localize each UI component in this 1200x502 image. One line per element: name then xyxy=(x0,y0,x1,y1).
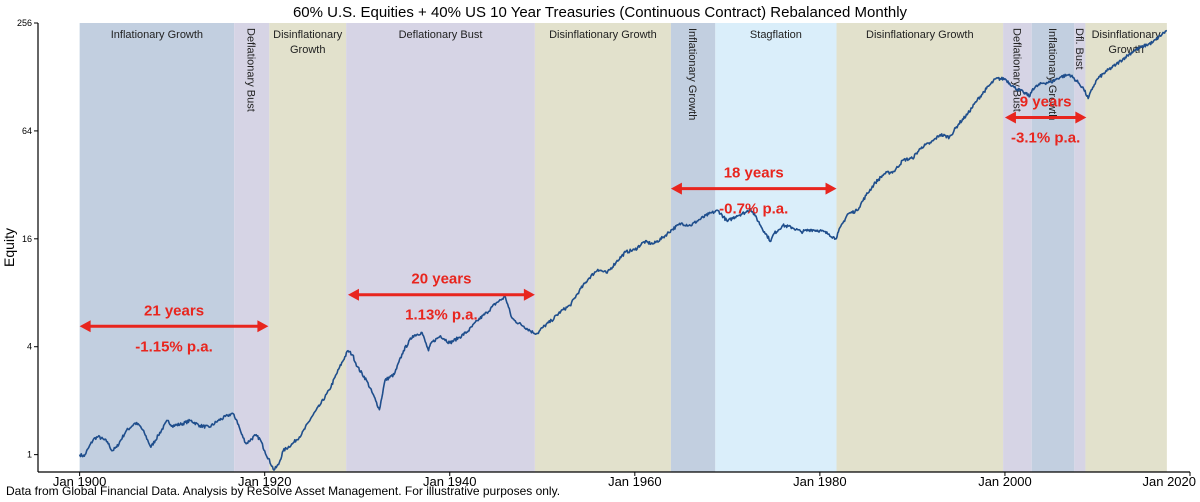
annotation-arrowhead-left xyxy=(79,320,91,333)
annotation-arrowhead-left xyxy=(347,288,359,301)
annotation-arrowhead-left xyxy=(1004,111,1016,124)
regime-label: Disinflationary Growth xyxy=(549,29,657,41)
x-tick-label: Jan 2020 xyxy=(1143,474,1197,489)
regime-band xyxy=(1074,23,1086,472)
chart-title: 60% U.S. Equities + 40% US 10 Year Treas… xyxy=(293,4,908,21)
period-annotation: 18 years -0.7% p.a. xyxy=(670,165,837,218)
annotation-years: 20 years xyxy=(411,271,471,288)
annotation-rate: -0.7% p.a. xyxy=(719,201,788,218)
x-tick-label: Jan 1900 xyxy=(53,474,107,489)
regime-label: Stagflation xyxy=(750,29,802,41)
regime-label: Growth xyxy=(1108,44,1143,56)
y-tick-label: 64 xyxy=(22,126,32,136)
regime-band xyxy=(1085,23,1167,472)
x-tick-label: Jan 1980 xyxy=(793,474,847,489)
regime-band xyxy=(836,23,1004,472)
y-tick-label: 4 xyxy=(27,342,32,352)
regime-label: Deflationary Bust xyxy=(399,29,483,41)
annotation-years: 21 years xyxy=(144,302,204,319)
x-tick-label: Jan 1940 xyxy=(423,474,477,489)
regime-label: Deflationary Bust xyxy=(245,28,257,112)
annotation-rate: 1.13% p.a. xyxy=(405,307,478,324)
annotation-rate: -1.15% p.a. xyxy=(135,338,213,355)
regime-band xyxy=(670,23,716,472)
annotation-arrowhead-left xyxy=(670,182,682,195)
regime-label: Disinflationary Growth xyxy=(866,29,974,41)
y-tick-label: 1 xyxy=(27,450,32,460)
annotation-years: 9 years xyxy=(1020,94,1072,111)
regime-band xyxy=(234,23,270,472)
period-annotation: 20 years 1.13% p.a. xyxy=(347,271,535,324)
x-tick-label: Jan 1920 xyxy=(238,474,292,489)
period-annotation: 9 years -3.1% p.a. xyxy=(1004,94,1087,147)
annotation-arrowhead-right xyxy=(523,288,535,301)
regime-label: Inflationary Growth xyxy=(1046,28,1058,120)
regime-label: Dfl. Bust xyxy=(1073,28,1085,70)
annotation-arrowhead-right xyxy=(257,320,269,333)
regime-band xyxy=(79,23,235,472)
period-annotation: 21 years -1.15% p.a. xyxy=(79,302,269,355)
annotation-arrowhead-right xyxy=(825,182,837,195)
equity-line xyxy=(78,29,1167,471)
regime-band xyxy=(346,23,535,472)
regime-bands xyxy=(79,23,1167,472)
y-axis-label: Equity xyxy=(1,228,17,267)
regime-band xyxy=(715,23,837,472)
x-tick-label: Jan 2000 xyxy=(978,474,1032,489)
regime-label: Inflationary Growth xyxy=(111,29,203,41)
regime-labels: Inflationary Growth Deflationary Bust Disi… xyxy=(111,28,1161,120)
regime-label: Inflationary Growth xyxy=(686,28,698,120)
regime-label: Disinflationary xyxy=(1092,29,1162,41)
y-tick-label: 256 xyxy=(17,18,32,28)
y-tick-label: 16 xyxy=(22,234,32,244)
regime-label: Disinflationary xyxy=(273,29,343,41)
annotation-rate: -3.1% p.a. xyxy=(1011,130,1080,147)
regime-band xyxy=(1031,23,1075,472)
regime-band xyxy=(1003,23,1032,472)
annotation-arrowhead-right xyxy=(1075,111,1087,124)
regime-label: Deflationary Bust xyxy=(1010,28,1022,112)
regime-label: Growth xyxy=(290,44,325,56)
regime-band xyxy=(269,23,347,472)
annotation-years: 18 years xyxy=(724,165,784,182)
footer-note: Data from Global Financial Data. Analysi… xyxy=(6,484,561,498)
regime-band xyxy=(534,23,671,472)
x-tick-label: Jan 1960 xyxy=(608,474,662,489)
